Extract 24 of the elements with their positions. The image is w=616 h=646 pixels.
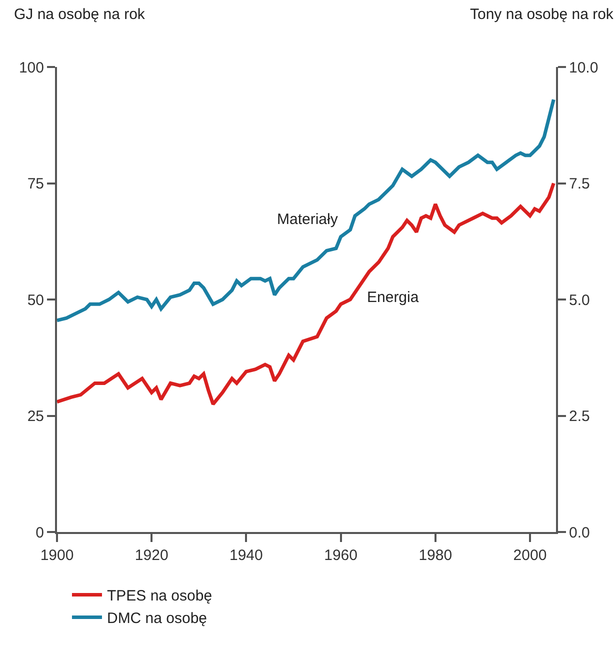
y-tick-label: 100 — [18, 59, 44, 76]
x-tick-label: 1900 — [40, 547, 74, 564]
line-series — [57, 182, 556, 406]
y2-tick-label: 5.0 — [569, 292, 590, 309]
annotation: Materiały — [277, 211, 338, 228]
x-tick-label: 1960 — [324, 547, 358, 564]
y-tick-label: 50 — [27, 292, 44, 309]
line-series — [57, 98, 556, 322]
y2-tick-label: 10.0 — [569, 59, 598, 76]
y2-tick-label: 7.5 — [569, 176, 590, 192]
x-tick-label: 1980 — [418, 547, 452, 564]
x-tick-label: 2000 — [513, 547, 547, 564]
y-tick-label: 25 — [27, 408, 44, 425]
legend-label: TPES na osobę — [106, 588, 212, 605]
y2-tick-label: 2.5 — [569, 408, 590, 425]
y-axis-title: GJ na osobę na rok — [14, 6, 146, 23]
annotation: Energia — [367, 289, 420, 306]
y-tick-label: 0 — [36, 524, 44, 542]
y2-axis-title: Tony na osobę na rok — [470, 6, 614, 23]
x-tick-label: 1940 — [230, 547, 263, 564]
y2-tick-label: 0.0 — [569, 524, 590, 542]
x-tick-label: 1920 — [134, 547, 168, 564]
legend-label: DMC na osobę — [106, 610, 208, 628]
y-tick-label: 75 — [27, 176, 44, 192]
